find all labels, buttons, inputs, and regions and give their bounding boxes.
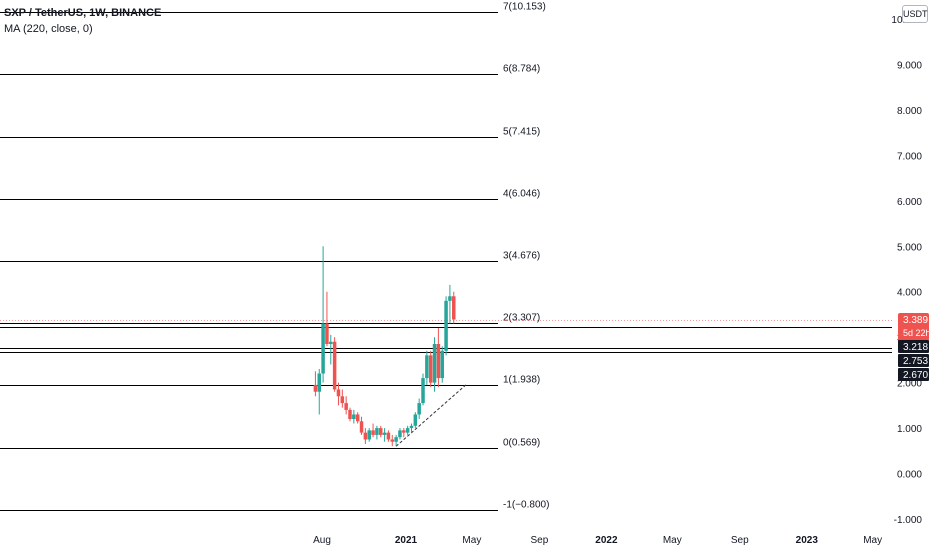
y-tick-label: 8.000 <box>897 106 922 117</box>
last-price-badge <box>898 313 929 341</box>
candle-body[interactable] <box>371 430 375 435</box>
fib-level-label: 7(10.153) <box>503 2 546 13</box>
y-tick-label: 0.000 <box>897 470 922 481</box>
level-badge-value: 2.670 <box>903 370 928 381</box>
candle-body[interactable] <box>317 373 322 392</box>
y-tick-label: 2.000 <box>897 379 922 390</box>
level-badge <box>898 354 929 367</box>
candle-body[interactable] <box>448 296 452 301</box>
fib-level-label: 1(1.938) <box>503 375 540 386</box>
level-badge <box>898 368 929 381</box>
candle-body[interactable] <box>428 355 433 383</box>
candle-body[interactable] <box>367 430 371 440</box>
candle-body[interactable] <box>313 384 318 392</box>
candle-body[interactable] <box>363 432 368 440</box>
candle-body[interactable] <box>409 425 414 429</box>
candle-body[interactable] <box>452 296 456 320</box>
candle-body[interactable] <box>440 350 444 379</box>
level-badge <box>898 340 929 353</box>
x-tick-label: Sep <box>731 535 749 546</box>
price-axis-badges: 3.389 5d 22h 3.218 2.753 2.670 <box>898 313 931 381</box>
candle-body[interactable] <box>378 428 383 435</box>
candle-body[interactable] <box>336 389 341 397</box>
y-tick-label: 1.000 <box>897 424 922 435</box>
candle-body[interactable] <box>325 323 329 344</box>
fib-level-label: 0(0.569) <box>503 438 540 449</box>
chart-legend: SXP / TetherUS, 1W, BINANCE MA (220, clo… <box>4 5 161 37</box>
x-tick-label: May <box>663 535 682 546</box>
level-badge-value: 3.218 <box>903 342 928 353</box>
symbol-title[interactable]: SXP / TetherUS, 1W, BINANCE <box>4 7 162 19</box>
candle-body[interactable] <box>432 344 437 383</box>
candle-body[interactable] <box>417 403 421 415</box>
candle-body[interactable] <box>375 428 379 435</box>
candle-body[interactable] <box>398 430 402 438</box>
y-tick-label: -1.000 <box>894 515 923 526</box>
candle-body[interactable] <box>332 341 337 390</box>
y-tick-label: 4.000 <box>897 288 922 299</box>
price-axis[interactable]: -1.0000.0001.0002.0003.0004.0005.0006.00… <box>891 15 922 526</box>
candle-body[interactable] <box>321 323 325 374</box>
y-tick-label: 6.000 <box>897 197 922 208</box>
candle-body[interactable] <box>329 341 333 344</box>
candle-body[interactable] <box>425 355 429 379</box>
y-tick-label: 5.000 <box>897 242 922 253</box>
time-axis[interactable]: Aug 2021 May Sep 2022 May Sep 2023 May <box>313 535 882 546</box>
y-tick-label: 7.000 <box>897 151 922 162</box>
fib-level-label: -1(−0.800) <box>503 500 549 511</box>
candle-body[interactable] <box>444 300 448 351</box>
x-tick-label: 2023 <box>796 535 819 546</box>
fibonacci-extension-lines[interactable]: 7(10.153) 6(8.784) 5(7.415) 4(6.046) 3(4.676… <box>0 2 549 511</box>
last-price-value: 3.389 <box>903 315 928 326</box>
fib-level-label: 2(3.307) <box>503 313 540 324</box>
fib-level-label: 4(6.046) <box>503 189 540 200</box>
candle-body[interactable] <box>402 430 406 433</box>
indicator-label[interactable]: MA (220, close, 0) <box>4 23 93 35</box>
y-tick-label: 9.000 <box>897 60 922 71</box>
candle-body[interactable] <box>359 421 364 433</box>
x-tick-label: May <box>462 535 481 546</box>
candle-body[interactable] <box>344 403 348 410</box>
trend-line[interactable] <box>395 384 467 447</box>
candlestick-series[interactable] <box>313 246 456 447</box>
trend-line-group[interactable] <box>395 384 467 447</box>
fib-level-label: 5(7.415) <box>503 127 540 138</box>
candle-body[interactable] <box>355 414 360 422</box>
bar-countdown: 5d 22h <box>903 328 931 338</box>
x-tick-label: Sep <box>531 535 549 546</box>
x-tick-label: 2022 <box>595 535 618 546</box>
level-badge-value: 2.753 <box>903 356 928 367</box>
x-tick-label: May <box>863 535 882 546</box>
candle-body[interactable] <box>413 414 418 426</box>
x-tick-label: Aug <box>313 535 331 546</box>
fib-level-label: 6(8.784) <box>503 64 540 75</box>
candle-body[interactable] <box>352 414 356 419</box>
x-tick-label: 2021 <box>395 535 418 546</box>
fib-level-label: 3(4.676) <box>503 251 540 262</box>
currency-badge[interactable]: USDT <box>902 5 928 23</box>
candle-body[interactable] <box>348 409 352 419</box>
candle-body[interactable] <box>421 378 425 404</box>
candle-body[interactable] <box>390 439 395 442</box>
candle-body[interactable] <box>405 428 410 433</box>
candle-body[interactable] <box>382 432 387 435</box>
candle-body[interactable] <box>436 344 441 379</box>
candle-body[interactable] <box>394 437 398 442</box>
candle-body[interactable] <box>340 396 345 404</box>
candle-body[interactable] <box>386 432 391 440</box>
